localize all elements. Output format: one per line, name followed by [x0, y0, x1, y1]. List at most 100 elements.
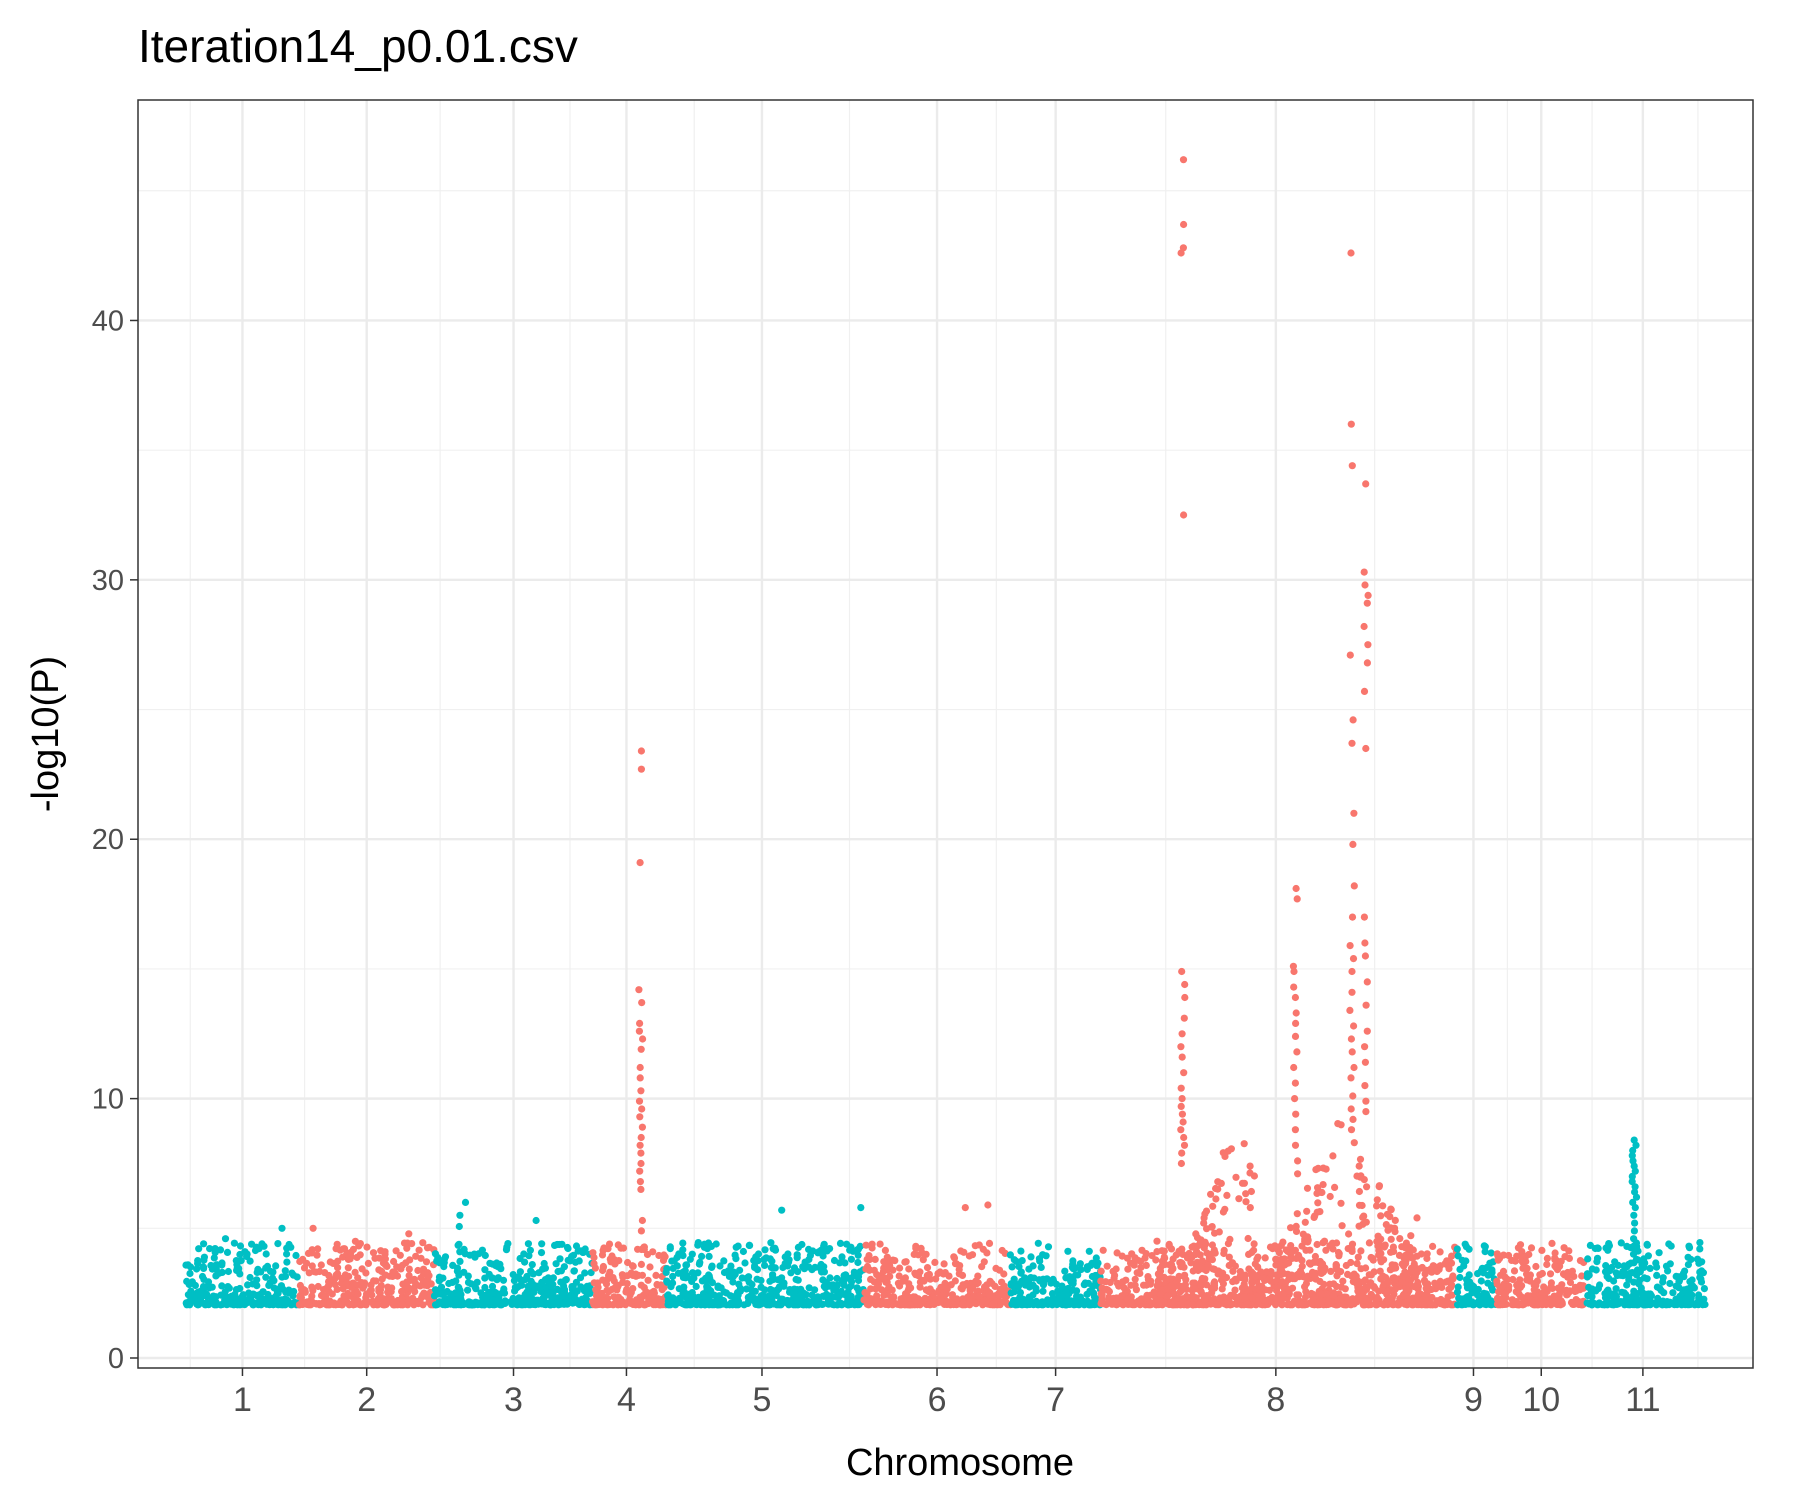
- data-point: [1180, 1133, 1188, 1142]
- data-point: [204, 1278, 213, 1286]
- data-point: [1546, 1270, 1555, 1278]
- data-point: [1279, 1238, 1287, 1246]
- data-point: [1225, 1261, 1233, 1270]
- data-point: [1449, 1272, 1457, 1280]
- data-point: [634, 1271, 642, 1279]
- data-point: [1349, 1092, 1357, 1100]
- data-point: [1275, 1243, 1283, 1252]
- data-point: [486, 1259, 494, 1267]
- data-point: [1482, 1290, 1490, 1298]
- data-point: [606, 1300, 614, 1309]
- data-point: [183, 1277, 191, 1285]
- data-point: [248, 1298, 256, 1307]
- data-point: [1303, 1207, 1311, 1215]
- data-point: [905, 1265, 913, 1273]
- data-point: [1310, 1213, 1318, 1221]
- data-point: [984, 1201, 992, 1209]
- data-point: [263, 1262, 272, 1270]
- x-axis: 1 2 3 4 5 6 7 8 9 10 11: [233, 1368, 1661, 1419]
- data-point: [730, 1299, 738, 1307]
- data-point: [1528, 1299, 1536, 1307]
- data-point: [1426, 1300, 1434, 1308]
- data-point: [481, 1266, 489, 1274]
- data-point: [1320, 1237, 1329, 1245]
- data-point: [473, 1278, 481, 1286]
- data-point: [1362, 1264, 1370, 1272]
- data-point: [1083, 1290, 1091, 1298]
- data-point: [1687, 1255, 1695, 1264]
- data-point: [842, 1291, 850, 1299]
- data-point: [931, 1258, 939, 1266]
- data-point: [1027, 1253, 1035, 1261]
- data-point: [1196, 1300, 1204, 1308]
- data-point: [1510, 1267, 1519, 1275]
- data-point: [272, 1262, 280, 1270]
- data-point: [815, 1248, 823, 1256]
- data-point: [660, 1251, 668, 1259]
- data-point: [292, 1251, 300, 1260]
- data-point: [975, 1292, 983, 1300]
- data-point: [516, 1268, 525, 1276]
- data-point: [1331, 1183, 1339, 1191]
- data-point: [334, 1257, 342, 1265]
- data-point: [637, 1281, 645, 1289]
- data-point: [637, 1159, 645, 1168]
- data-point: [880, 1274, 889, 1282]
- data-point: [916, 1283, 924, 1291]
- data-point: [1077, 1266, 1085, 1274]
- data-point: [1090, 1289, 1098, 1297]
- data-point: [708, 1263, 716, 1271]
- data-point: [568, 1286, 577, 1294]
- data-point: [1411, 1273, 1419, 1281]
- data-point: [1225, 1293, 1233, 1302]
- data-point: [215, 1269, 223, 1277]
- data-point: [524, 1291, 532, 1300]
- data-point: [408, 1240, 416, 1248]
- data-point: [1355, 1162, 1363, 1170]
- data-point: [1272, 1255, 1280, 1263]
- data-point: [557, 1278, 565, 1286]
- data-point: [216, 1246, 225, 1254]
- data-point: [729, 1278, 737, 1286]
- data-point: [481, 1283, 489, 1292]
- data-point: [1301, 1283, 1309, 1291]
- data-point: [838, 1253, 846, 1261]
- data-point: [347, 1283, 356, 1291]
- data-point: [971, 1242, 979, 1250]
- data-point: [308, 1249, 316, 1257]
- data-point: [1588, 1285, 1596, 1293]
- data-point: [1188, 1243, 1196, 1251]
- data-point: [1180, 1141, 1189, 1149]
- data-point: [1494, 1256, 1502, 1264]
- data-point: [1616, 1271, 1625, 1279]
- data-point: [644, 1276, 652, 1284]
- data-point: [1177, 1159, 1185, 1168]
- data-point: [402, 1259, 410, 1267]
- data-point: [1309, 1295, 1317, 1303]
- data-point: [638, 1123, 647, 1131]
- data-point: [820, 1282, 828, 1290]
- data-point: [1431, 1279, 1439, 1287]
- data-point: [820, 1292, 828, 1300]
- data-point: [1102, 1285, 1110, 1293]
- data-point: [236, 1242, 245, 1250]
- data-point: [1298, 1256, 1306, 1265]
- data-point: [308, 1292, 316, 1300]
- data-point: [659, 1256, 668, 1264]
- data-point: [679, 1268, 687, 1276]
- data-point: [635, 986, 643, 994]
- data-point: [230, 1239, 238, 1247]
- data-point: [1048, 1301, 1056, 1309]
- data-point: [808, 1266, 816, 1274]
- data-point: [1329, 1245, 1337, 1253]
- data-point: [600, 1298, 608, 1306]
- data-point: [814, 1301, 822, 1309]
- data-point: [1333, 1239, 1341, 1247]
- data-point: [1069, 1257, 1077, 1265]
- data-point: [958, 1271, 967, 1279]
- data-point: [1625, 1275, 1633, 1284]
- data-point: [1669, 1289, 1677, 1297]
- data-point: [1013, 1296, 1021, 1304]
- data-point: [223, 1248, 232, 1256]
- data-point: [1231, 1286, 1239, 1294]
